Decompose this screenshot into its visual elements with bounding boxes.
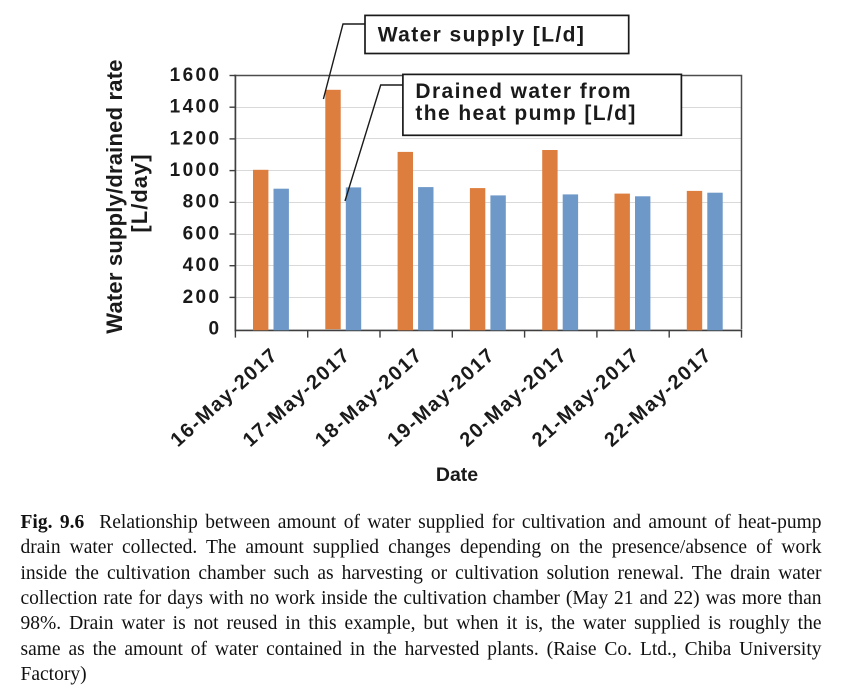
svg-text:1200: 1200 [170,128,222,149]
svg-text:1600: 1600 [170,65,222,86]
svg-text:Water supply [L/d]: Water supply [L/d] [378,23,586,46]
svg-text:800: 800 [183,192,222,213]
svg-text:0: 0 [209,319,222,340]
svg-text:the heat pump [L/d]: the heat pump [L/d] [415,102,636,125]
svg-text:[L/day]: [L/day] [127,153,152,232]
svg-text:1400: 1400 [170,97,222,118]
svg-text:Water supply/drained rate: Water supply/drained rate [102,59,127,333]
svg-text:1000: 1000 [170,160,222,181]
svg-text:Drained water from: Drained water from [415,80,632,103]
svg-text:400: 400 [183,255,222,276]
svg-text:200: 200 [183,287,222,308]
svg-text:Date: Date [436,464,478,486]
svg-text:600: 600 [183,223,222,244]
